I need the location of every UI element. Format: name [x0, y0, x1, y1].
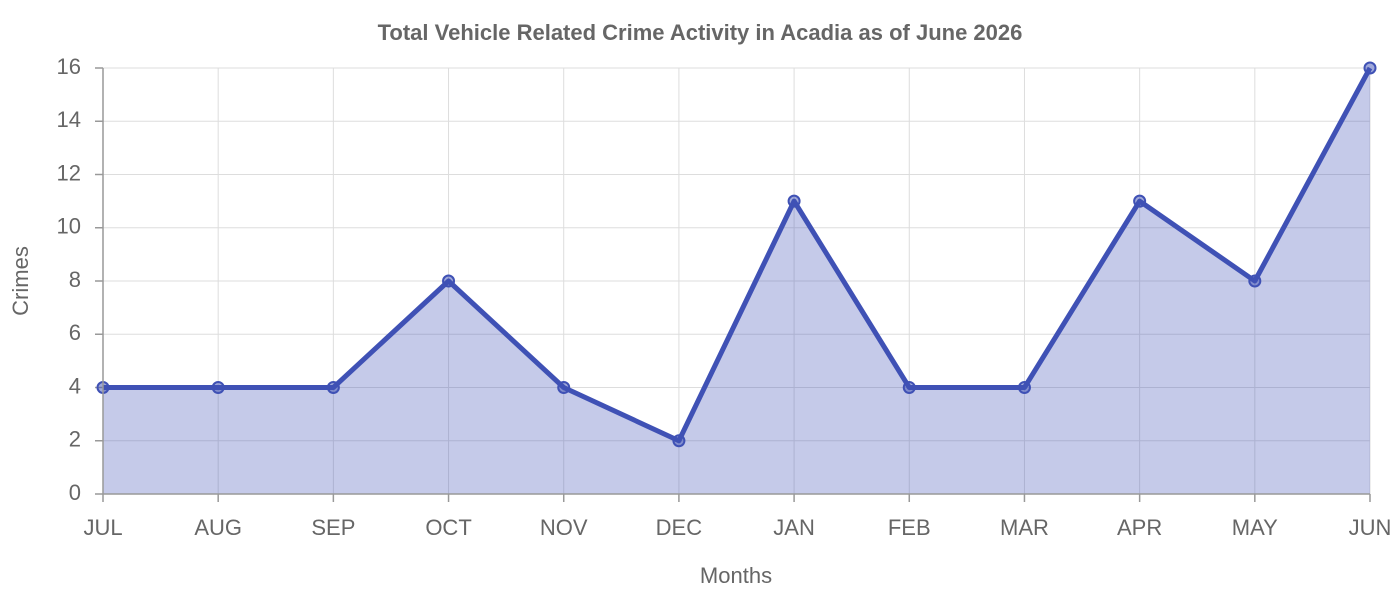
point: [787, 194, 801, 208]
x-tick-label: JUL: [83, 515, 122, 540]
point: [902, 381, 916, 394]
chart-title: Total Vehicle Related Crime Activity in …: [378, 20, 1023, 45]
y-tick-label: 10: [57, 214, 81, 239]
point: [326, 381, 340, 394]
y-tick-label: 12: [57, 160, 81, 185]
x-tick-label: FEB: [888, 515, 931, 540]
point: [211, 381, 225, 394]
point: [1363, 61, 1377, 75]
x-tick-label: APR: [1117, 515, 1162, 540]
point: [1017, 381, 1031, 394]
y-tick-label: 6: [69, 320, 81, 345]
point: [557, 381, 571, 394]
x-tick-label: NOV: [540, 515, 588, 540]
x-tick-label: SEP: [311, 515, 355, 540]
x-tick-label: MAY: [1232, 515, 1278, 540]
y-tick-label: 4: [69, 373, 81, 398]
x-tick-label: AUG: [194, 515, 242, 540]
x-tick-label: MAR: [1000, 515, 1049, 540]
y-tick-label: 0: [69, 480, 81, 505]
point: [1133, 194, 1147, 208]
x-axis-title: Months: [700, 563, 772, 588]
y-tick-label: 2: [69, 427, 81, 452]
point: [672, 434, 686, 448]
x-tick-label: OCT: [425, 515, 471, 540]
area-fill: [103, 68, 1370, 494]
point: [1248, 274, 1262, 288]
y-tick-label: 14: [57, 107, 81, 132]
x-tick-label: DEC: [656, 515, 703, 540]
y-tick-label: 16: [57, 54, 81, 79]
line: [103, 66, 1373, 444]
x-tick-label: JAN: [773, 515, 815, 540]
y-tick-label: 8: [69, 267, 81, 292]
x-tick-label: JUN: [1349, 515, 1392, 540]
point: [442, 274, 456, 288]
y-axis-title: Crimes: [8, 246, 33, 316]
